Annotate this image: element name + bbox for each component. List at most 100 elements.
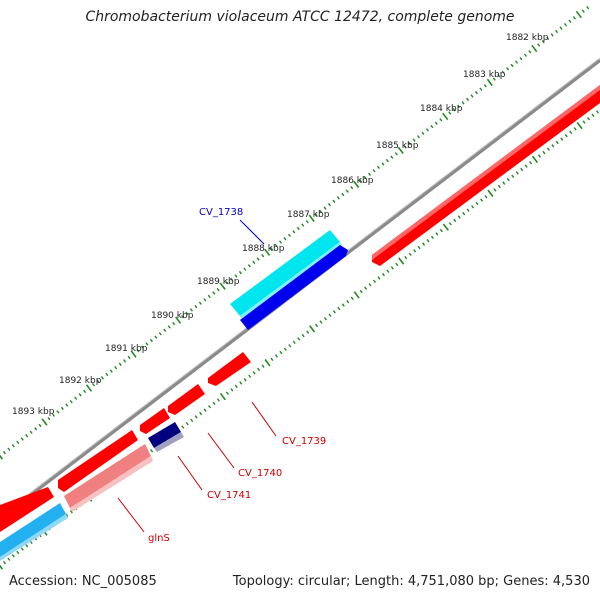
minor-tick (74, 396, 78, 400)
gene-label-CV_1741[interactable]: CV_1741 (207, 490, 251, 501)
scale-labels: 1882 kbp 1883 kbp 1884 kbp 1885 kbp 1886… (12, 33, 549, 417)
minor-tick (96, 379, 100, 384)
minor-tick (422, 242, 426, 246)
major-tick (486, 78, 493, 87)
gene-label-CV_1739[interactable]: CV_1739 (282, 436, 326, 447)
minor-tick (511, 174, 515, 179)
minor-tick (506, 67, 510, 71)
minor-tick (430, 124, 434, 129)
minor-tick (207, 294, 211, 299)
minor-tick (194, 415, 198, 419)
minor-tick (305, 219, 309, 224)
minor-tick (247, 264, 251, 268)
minor-tick (568, 19, 572, 24)
minor-tick (292, 340, 296, 345)
minor-tick (560, 137, 564, 141)
gene-light-blue[interactable] (0, 503, 66, 557)
major-tick (442, 112, 449, 121)
minor-tick (529, 161, 533, 165)
minor-tick (586, 5, 590, 10)
minor-tick (140, 345, 145, 350)
minor-tick (319, 320, 323, 324)
minor-tick (470, 94, 474, 98)
accession-text: Accession: NC_005085 (9, 574, 157, 589)
minor-tick (408, 252, 412, 256)
minor-tick (430, 235, 434, 240)
minor-tick (550, 33, 554, 37)
gene-CV_1739[interactable] (208, 352, 251, 386)
gene-CV_1741[interactable] (148, 422, 181, 448)
minor-tick (359, 289, 363, 294)
minor-tick (515, 171, 519, 175)
minor-tick (386, 269, 390, 273)
minor-tick (501, 70, 505, 74)
gene-label-CV_1738[interactable]: CV_1738 (199, 207, 243, 218)
minor-tick (448, 222, 452, 226)
scale-label: 1884 kbp (420, 104, 463, 114)
leader-CV_1741 (177, 455, 203, 491)
minor-tick (408, 141, 412, 146)
minor-tick (564, 133, 568, 138)
minor-tick (381, 162, 385, 166)
gene-CV_1740[interactable] (168, 384, 205, 415)
minor-tick (38, 423, 42, 428)
minor-tick (230, 388, 234, 392)
minor-tick (34, 427, 38, 431)
minor-tick (83, 389, 87, 394)
minor-tick (287, 233, 291, 237)
minor-tick (462, 211, 466, 216)
gene-blue-reverse[interactable] (240, 245, 348, 330)
minor-tick (377, 276, 381, 280)
minor-tick (581, 9, 585, 13)
minor-tick (350, 185, 354, 190)
minor-tick (372, 169, 376, 173)
minor-tick (412, 138, 416, 142)
minor-tick (2, 560, 6, 565)
minor-tick (288, 344, 292, 348)
minor-tick (390, 155, 394, 159)
major-tick (130, 350, 137, 358)
gene-red-edge[interactable] (0, 487, 54, 532)
minor-tick (167, 325, 171, 329)
minor-tick (252, 260, 256, 265)
minor-tick (69, 399, 73, 404)
minor-tick (274, 354, 278, 358)
gene-glnS[interactable] (64, 444, 151, 508)
minor-tick (47, 416, 51, 421)
minor-tick (457, 104, 461, 108)
minor-tick (212, 291, 216, 295)
minor-tick (404, 255, 408, 260)
gene-label-glnS[interactable]: glnS (148, 533, 170, 544)
minor-tick (199, 411, 203, 416)
gene-label-CV_1740[interactable]: CV_1740 (238, 468, 282, 479)
leader-glnS (117, 497, 145, 533)
minor-tick (403, 145, 407, 149)
minor-tick (474, 90, 478, 95)
minor-tick (519, 56, 523, 61)
minor-tick (551, 144, 555, 148)
minor-tick (163, 328, 167, 333)
minor-tick (314, 213, 318, 217)
minor-tick (528, 50, 532, 54)
major-tick (397, 146, 404, 154)
minor-tick (541, 39, 545, 44)
minor-tick (506, 177, 510, 182)
minor-tick (453, 218, 457, 223)
minor-tick (172, 321, 176, 326)
minor-tick (136, 348, 140, 353)
gene-small-red[interactable] (140, 408, 170, 434)
minor-tick (510, 63, 514, 68)
minor-tick (492, 77, 496, 81)
minor-tick (466, 208, 470, 212)
leader-CV_1740 (207, 432, 235, 469)
minor-tick (323, 206, 327, 210)
minor-tick (572, 16, 576, 20)
gene-red-left[interactable] (58, 430, 138, 492)
minor-tick (461, 101, 465, 105)
minor-tick (51, 413, 55, 417)
gene-CV_1738-cyan[interactable] (230, 230, 340, 316)
minor-tick (123, 359, 127, 363)
minor-tick (417, 135, 421, 139)
minor-tick (69, 510, 73, 514)
minor-tick (563, 22, 568, 27)
